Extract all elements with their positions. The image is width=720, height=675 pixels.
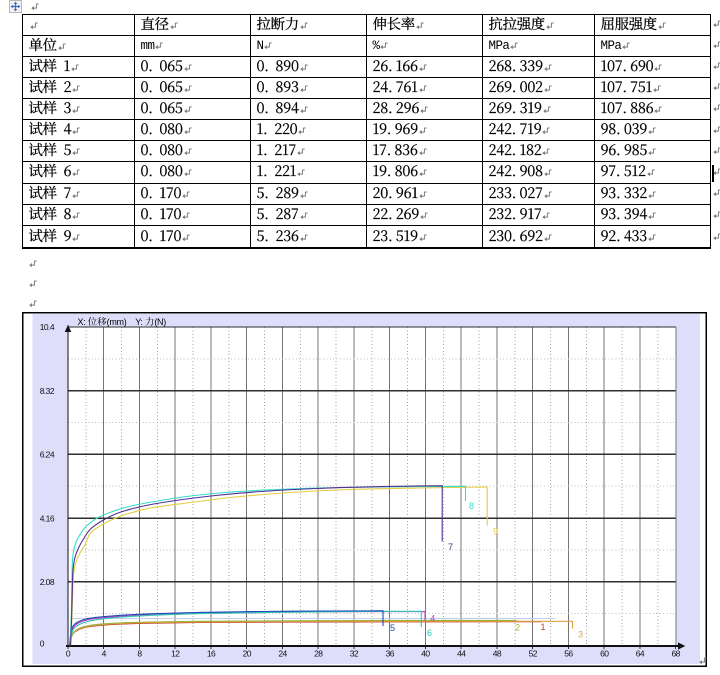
svg-text:32: 32 bbox=[349, 649, 358, 659]
svg-text:3: 3 bbox=[578, 630, 583, 640]
svg-text:52: 52 bbox=[528, 649, 537, 659]
svg-text:6: 6 bbox=[427, 628, 432, 638]
svg-text:8: 8 bbox=[137, 649, 142, 659]
svg-text:4: 4 bbox=[101, 649, 106, 659]
svg-text:2: 2 bbox=[515, 623, 520, 633]
svg-text:4.16: 4.16 bbox=[39, 513, 54, 523]
svg-text:X: 位移(mm) Y: 力(N): X: 位移(mm) Y: 力(N) bbox=[77, 314, 166, 328]
svg-text:60: 60 bbox=[600, 649, 609, 659]
svg-text:68: 68 bbox=[671, 649, 680, 659]
svg-text:20: 20 bbox=[242, 649, 251, 659]
svg-text:56: 56 bbox=[564, 649, 573, 659]
svg-text:44: 44 bbox=[457, 649, 466, 659]
svg-text:10.4: 10.4 bbox=[39, 322, 54, 332]
svg-text:8.32: 8.32 bbox=[39, 386, 54, 396]
svg-text:8: 8 bbox=[469, 501, 474, 511]
svg-text:4: 4 bbox=[430, 614, 435, 624]
svg-text:7: 7 bbox=[448, 542, 453, 552]
svg-text:6.24: 6.24 bbox=[39, 450, 54, 460]
svg-text:24: 24 bbox=[278, 649, 287, 659]
svg-text:9: 9 bbox=[493, 527, 498, 537]
svg-text:64: 64 bbox=[635, 649, 644, 659]
svg-text:0: 0 bbox=[65, 649, 70, 659]
svg-text:48: 48 bbox=[492, 649, 501, 659]
svg-text:0: 0 bbox=[39, 638, 44, 648]
svg-text:5: 5 bbox=[390, 623, 395, 633]
svg-text:28: 28 bbox=[314, 649, 323, 659]
svg-text:36: 36 bbox=[385, 649, 394, 659]
svg-text:1: 1 bbox=[540, 622, 545, 632]
svg-text:2.08: 2.08 bbox=[39, 577, 54, 587]
svg-text:16: 16 bbox=[206, 649, 215, 659]
svg-text:12: 12 bbox=[171, 649, 180, 659]
svg-text:40: 40 bbox=[421, 649, 430, 659]
